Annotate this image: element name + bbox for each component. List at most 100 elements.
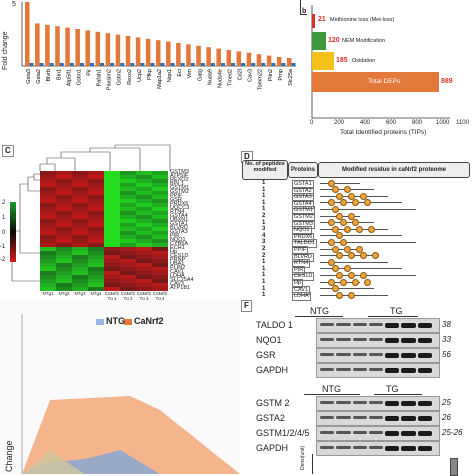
blot-size: 38 [442, 320, 451, 329]
gene-label-nuds4e: Nuds4e [217, 69, 223, 88]
modification-track [320, 255, 374, 257]
gene-label-rexo2: Rexo2 [127, 69, 133, 85]
heat-cell [120, 251, 137, 256]
blot-band-strip [316, 396, 440, 411]
modified-residue-marker [328, 238, 335, 246]
gene-label-pir: Pir [86, 69, 92, 76]
heat-cell [56, 187, 73, 192]
modified-residue-marker [336, 212, 343, 220]
bar-gstm1 [75, 29, 80, 66]
heat-cell [40, 171, 57, 176]
blot-band [336, 400, 351, 404]
heatmap-sample-label: CaNrf2 Tg 2 [120, 291, 136, 301]
heatmap-gene-blvrd: BLVRD [170, 225, 188, 231]
bar-tmed2 [226, 50, 232, 66]
heatmap-gene-plin2: PLIN2 [170, 265, 186, 271]
modification-track [320, 288, 374, 290]
gene-label-gstm1: Gstm1 [76, 69, 82, 85]
heat-cell [120, 255, 137, 260]
blot-band [320, 322, 335, 326]
heat-cell [104, 263, 121, 268]
heatmap-gene-prnp: PRNP [170, 257, 186, 263]
heat-cell [40, 255, 57, 260]
heatmap-sample-label: CaNrf2 Tg 4 [152, 291, 168, 301]
modified-residue-marker [364, 199, 371, 207]
bar-gsta3 [25, 2, 30, 66]
heat-cell [72, 179, 89, 184]
blot-band [417, 400, 432, 406]
heat-cell [72, 207, 89, 212]
panel-a-ytick: 5 [12, 1, 16, 8]
heat-cell [120, 203, 137, 208]
heat-cell [120, 239, 137, 244]
panel-b-letter: b [302, 8, 307, 15]
heat-cell [152, 287, 168, 291]
heat-cell [136, 219, 153, 224]
heatmap-gene-cav3: CAV3 [170, 281, 184, 287]
bar-bin1 [55, 26, 60, 66]
heat-cell [136, 275, 153, 280]
heat-cell [88, 219, 105, 224]
heat-cell [40, 223, 57, 228]
heat-cell [56, 199, 73, 204]
blot-band [401, 415, 416, 421]
blot-band [368, 400, 384, 404]
heat-cell [88, 199, 105, 204]
gene-label-paxsim2: Paxsim2 [107, 69, 113, 90]
heat-cell [88, 207, 105, 212]
modification-track [320, 202, 402, 204]
heat-cell [136, 211, 153, 216]
heat-cell [104, 247, 121, 252]
blot-band [336, 352, 351, 356]
heat-cell [56, 191, 73, 196]
heat-cell [136, 207, 153, 212]
heat-cell [72, 243, 89, 248]
blot-band [336, 445, 351, 449]
blot-band [320, 400, 335, 404]
heat-cell [40, 275, 57, 280]
met-loss-label: Methionine loss (Met-loss) [330, 17, 395, 23]
heat-cell [88, 171, 105, 176]
heat-cell [40, 227, 57, 232]
heat-cell [104, 207, 121, 212]
blot-band [352, 322, 367, 326]
row-count: 1 [262, 206, 266, 213]
heat-cell [40, 211, 57, 216]
heat-cell [152, 179, 168, 184]
bar-nuds4e [216, 48, 221, 66]
modified-residue-marker [344, 265, 351, 273]
heat-cell [72, 255, 89, 260]
blot-band-strip [316, 333, 440, 348]
nem-label: NEM Modification [342, 38, 386, 44]
heat-cell [120, 243, 137, 248]
modification-track [320, 208, 416, 210]
heat-cell [88, 283, 105, 288]
heat-cell [88, 251, 105, 256]
heat-cell [72, 275, 89, 280]
bar-blvrb [45, 24, 50, 66]
row-protein: PRDX6 [292, 232, 315, 242]
heat-cell [120, 215, 137, 220]
bar-met-loss [312, 14, 315, 28]
bar-oxidation [312, 52, 334, 70]
row-count: 1 [262, 292, 266, 299]
heat-cell [136, 215, 153, 220]
total-deps-label: Total DEPs [368, 78, 401, 85]
heat-cell [104, 199, 121, 204]
blot-band [368, 415, 384, 419]
heat-cell [104, 239, 121, 244]
blot-band [368, 322, 384, 326]
blot-band [320, 367, 335, 371]
row-count: 2 [262, 246, 266, 252]
heat-cell [152, 203, 168, 208]
blot-band [401, 352, 416, 358]
header-count: No. of peptides modified [242, 160, 288, 180]
row-protein: GSTA3 [292, 193, 314, 203]
heat-cell [104, 219, 121, 224]
modified-residue-marker [336, 271, 343, 279]
blot-band-strip [316, 411, 440, 426]
blot-band [320, 352, 335, 356]
heatmap-sample-label: NTg4 [90, 291, 102, 296]
legend-m1: -1 [0, 244, 6, 250]
heat-cell [104, 223, 121, 228]
